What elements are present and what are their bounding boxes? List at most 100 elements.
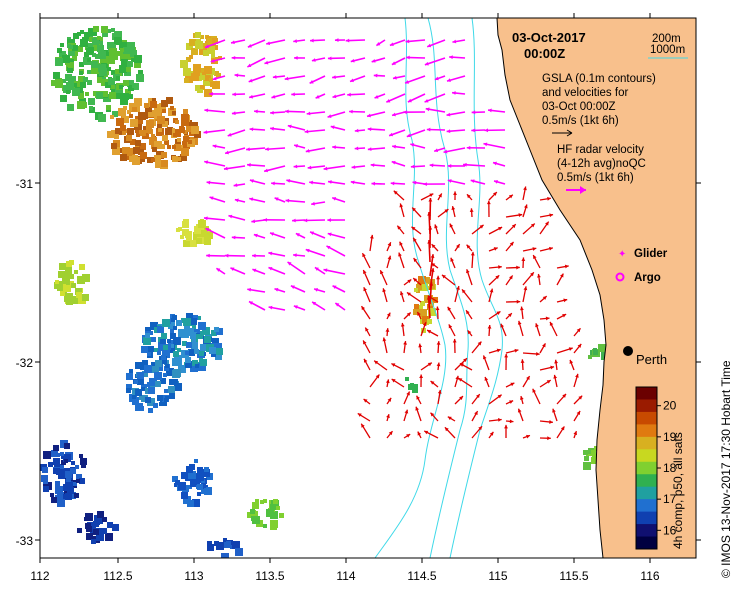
sst-pixel <box>154 348 158 352</box>
sst-pixel <box>116 93 122 99</box>
sst-pixel <box>410 383 414 387</box>
current-vector-head <box>504 424 508 429</box>
sst-pixel <box>93 44 100 51</box>
current-vector-head <box>406 391 410 396</box>
sst-pixel <box>161 355 166 360</box>
current-vector-head <box>412 207 416 212</box>
current-vector-head <box>369 234 374 239</box>
current-vector-head <box>563 298 568 303</box>
sst-pixel <box>151 337 156 342</box>
current-vector-head <box>508 194 513 199</box>
sst-pixel <box>157 124 162 129</box>
current-vector-head <box>254 109 258 114</box>
current-vector-head <box>334 38 339 43</box>
sst-pixel <box>123 106 127 110</box>
current-vector-head <box>435 306 440 311</box>
current-vector-head <box>545 221 549 226</box>
sst-pixel <box>173 129 181 137</box>
current-vector <box>204 39 226 49</box>
current-vector-head <box>374 94 379 99</box>
sst-pixel <box>405 377 409 381</box>
sst-pixel <box>90 523 95 528</box>
sst-pixel <box>147 352 151 356</box>
current-vector-head <box>205 44 209 49</box>
sst-pixel <box>48 462 53 467</box>
current-vector-head <box>532 388 536 393</box>
sst-pixel <box>136 74 144 82</box>
current-vector-head <box>530 223 535 228</box>
current-vector-head <box>363 398 368 403</box>
gsla-scale-arrow <box>552 129 573 137</box>
current-vector-head <box>361 306 366 311</box>
colorbar-tick-label: 20 <box>663 399 677 413</box>
current-vector-head <box>510 382 515 387</box>
sst-pixel <box>93 26 99 32</box>
sst-pixel <box>204 89 212 97</box>
current-vector-head <box>370 163 375 168</box>
sst-pixel <box>192 360 198 366</box>
sst-pixel <box>163 345 168 350</box>
sst-pixel <box>123 80 129 86</box>
sst-pixel <box>135 99 139 103</box>
current-vector-head <box>264 60 269 65</box>
current-vector-head <box>406 312 411 317</box>
sst-pixel <box>76 292 82 298</box>
sst-pixel <box>204 467 209 472</box>
sst-pixel <box>141 395 148 402</box>
current-vector-head <box>430 254 435 258</box>
sst-pixel <box>182 141 190 149</box>
sst-pixel <box>203 50 209 56</box>
current-vector-head <box>375 374 380 379</box>
sst-pixel <box>251 516 256 521</box>
sst-pixel <box>193 315 198 320</box>
sst-pixel <box>132 395 136 399</box>
sst-pixel <box>172 315 177 320</box>
current-vector-head <box>526 434 530 439</box>
current-vector-head <box>367 127 372 132</box>
colorbar-segment <box>636 499 657 513</box>
sst-pixel <box>186 235 192 241</box>
isobath-200m <box>427 18 469 558</box>
current-vector-head <box>247 163 251 167</box>
sst-pixel <box>74 493 79 498</box>
sst-pixel <box>418 276 426 284</box>
sst-pixel <box>252 502 259 509</box>
sst-pixel <box>154 104 162 112</box>
current-vector-head <box>426 127 431 132</box>
sst-pixel <box>77 528 82 533</box>
current-vector-head <box>523 286 528 291</box>
current-vector <box>428 239 431 263</box>
sst-pixel <box>198 220 206 228</box>
sst-pixel <box>193 64 201 72</box>
sst-pixel <box>88 98 95 105</box>
current-vector-head <box>311 201 315 206</box>
sst-pixel <box>188 140 192 144</box>
current-vector-head <box>311 58 316 62</box>
current-vector-head <box>231 111 236 116</box>
current-vector-head <box>367 113 371 118</box>
current-vector-head <box>471 128 475 133</box>
sst-pixel <box>165 364 169 368</box>
sst-pixel <box>63 484 70 491</box>
lon-tick-label: 116 <box>640 569 659 583</box>
sst-pixel <box>176 228 180 232</box>
current-vector <box>203 129 226 134</box>
current-vector-head <box>290 285 295 289</box>
sst-pixel <box>152 147 157 152</box>
sst-pixel <box>202 327 210 335</box>
sst-pixel <box>63 454 71 462</box>
colorbar-segment <box>636 449 657 463</box>
sst-pixel <box>51 497 57 503</box>
current-vector-head <box>247 43 252 48</box>
sst-pixel <box>416 284 422 290</box>
current-vector-head <box>391 363 396 367</box>
sst-pixel <box>122 147 130 155</box>
colorbar-segment <box>636 474 657 488</box>
current-vector-head <box>305 149 310 153</box>
sst-pixel <box>197 316 201 320</box>
sst-pixel <box>148 387 155 394</box>
current-vector-head <box>405 39 410 44</box>
sst-pixel <box>226 541 231 546</box>
sst-pixel <box>170 333 176 339</box>
sst-pixel <box>130 139 136 145</box>
